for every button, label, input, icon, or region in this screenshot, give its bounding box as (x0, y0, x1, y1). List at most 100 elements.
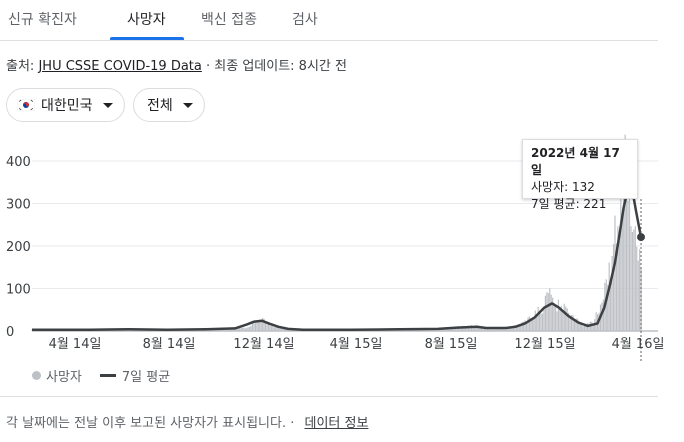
daily-bar (249, 326, 251, 331)
daily-bar (530, 318, 532, 331)
daily-bar (247, 327, 249, 331)
data-info-link[interactable]: 데이터 정보 (304, 416, 369, 431)
daily-bar (614, 215, 616, 331)
tab-vaccinations[interactable]: 백신 접종 (201, 12, 257, 28)
daily-bar (227, 328, 229, 331)
daily-bar (524, 320, 526, 331)
daily-bar (494, 328, 496, 331)
line-legend-swatch (99, 374, 116, 377)
daily-bar (626, 172, 628, 331)
daily-bar (230, 328, 232, 331)
daily-bar (591, 321, 593, 331)
daily-bar (633, 229, 635, 331)
y-tick-label: 400 (6, 155, 31, 170)
tab-deaths[interactable]: 사망자 (127, 12, 166, 28)
daily-bar (568, 312, 570, 331)
daily-bar (240, 328, 242, 331)
daily-bar (241, 327, 243, 331)
daily-bar (244, 328, 246, 331)
footer-divider (0, 396, 658, 397)
daily-bar (459, 326, 461, 331)
daily-bar (257, 321, 259, 331)
daily-bar (549, 288, 551, 331)
daily-bar (563, 303, 565, 331)
daily-bar (521, 321, 523, 331)
y-tick-label: 200 (6, 240, 31, 255)
daily-bar (273, 327, 275, 331)
daily-bar (637, 260, 639, 331)
daily-bar (235, 328, 238, 331)
country-dropdown[interactable]: 대한민국 (6, 88, 125, 122)
daily-bar (504, 327, 506, 331)
daily-bar (466, 325, 468, 331)
daily-bar (518, 325, 520, 331)
daily-bar (510, 326, 512, 331)
daily-bar (234, 328, 236, 331)
bars-legend-swatch (32, 371, 41, 380)
daily-bar (582, 326, 584, 331)
daily-bar (546, 292, 548, 331)
daily-bar (565, 306, 567, 331)
daily-bar (602, 299, 604, 331)
daily-bar (612, 244, 615, 331)
daily-bar (517, 326, 519, 331)
daily-bar (536, 314, 538, 331)
daily-bar (566, 308, 568, 331)
daily-bar (627, 200, 629, 331)
daily-bar (607, 284, 609, 331)
daily-bar (605, 279, 607, 331)
range-dropdown[interactable]: 전체 (133, 88, 205, 122)
daily-bar (276, 325, 278, 331)
daily-bar (631, 231, 633, 331)
daily-bar (270, 325, 272, 331)
daily-bar (256, 320, 258, 331)
daily-bar (469, 325, 471, 331)
daily-bar (279, 327, 281, 331)
daily-bar (499, 327, 502, 331)
daily-bar (275, 325, 277, 331)
tab-new-cases[interactable]: 신규 확진자 (8, 12, 77, 28)
tab-testing[interactable]: 검사 (292, 12, 318, 28)
daily-bar (623, 153, 625, 331)
daily-bar (233, 328, 235, 331)
daily-bar (491, 328, 493, 331)
hover-point (637, 233, 645, 242)
daily-bar (222, 329, 225, 331)
daily-bar (508, 327, 510, 331)
daily-bar (552, 297, 554, 331)
daily-bar (228, 328, 230, 331)
daily-bar (610, 283, 612, 331)
daily-bar (639, 249, 641, 331)
daily-bar (452, 328, 454, 331)
deaths-chart[interactable]: 400 300 200 100 0 4월 14일 8월 14일 12월 14일 4월 15일 8… (0, 0, 684, 362)
y-tick-label: 100 (6, 283, 31, 298)
daily-bar (557, 299, 560, 331)
daily-bar (523, 321, 525, 331)
daily-bar (615, 243, 618, 331)
chart-legend: 사망자 7일 평균 (32, 366, 170, 385)
daily-bar (541, 313, 544, 331)
daily-bar (618, 240, 620, 331)
daily-bar (578, 320, 580, 331)
daily-bar (556, 311, 558, 331)
daily-bar (263, 318, 265, 331)
daily-bar (456, 327, 458, 331)
daily-bar (496, 327, 499, 331)
daily-bar (253, 323, 255, 331)
daily-bar (488, 328, 490, 331)
daily-bar (581, 322, 583, 331)
chart-tooltip: 2022년 4월 17일 사망자: 132 7일 평균: 221 (522, 139, 638, 211)
tooltip-average: 7일 평균: 221 (531, 197, 607, 211)
daily-bar (511, 327, 513, 331)
daily-bar (259, 319, 261, 331)
daily-bar (624, 134, 626, 331)
daily-bar (238, 328, 241, 331)
source-link[interactable]: JHU CSSE COVID-19 Data (38, 59, 202, 74)
tooltip-date: 2022년 4월 17일 (531, 146, 620, 177)
daily-bar (482, 326, 484, 331)
daily-bar (283, 328, 285, 331)
daily-bar (475, 327, 477, 331)
x-tick-label: 12월 15일 (514, 337, 575, 352)
daily-bar (537, 306, 539, 331)
daily-bar (628, 184, 631, 331)
